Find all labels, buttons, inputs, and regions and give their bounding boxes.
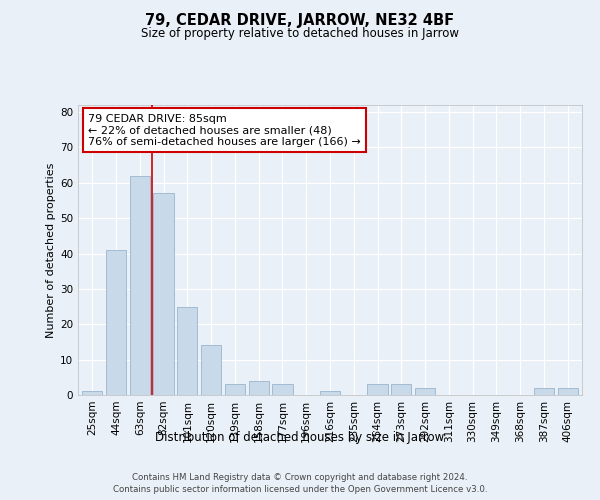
Bar (367, 384, 388, 395)
Bar (177, 306, 197, 395)
Bar (272, 384, 293, 395)
Text: 79 CEDAR DRIVE: 85sqm
← 22% of detached houses are smaller (48)
76% of semi-deta: 79 CEDAR DRIVE: 85sqm ← 22% of detached … (88, 114, 361, 147)
Bar (557, 388, 578, 395)
Bar (201, 346, 221, 395)
Bar (130, 176, 150, 395)
Text: 79, CEDAR DRIVE, JARROW, NE32 4BF: 79, CEDAR DRIVE, JARROW, NE32 4BF (145, 12, 455, 28)
Text: Distribution of detached houses by size in Jarrow: Distribution of detached houses by size … (155, 431, 445, 444)
Bar (320, 392, 340, 395)
Bar (415, 388, 435, 395)
Text: Size of property relative to detached houses in Jarrow: Size of property relative to detached ho… (141, 28, 459, 40)
Bar (154, 194, 173, 395)
Bar (225, 384, 245, 395)
Bar (534, 388, 554, 395)
Text: Contains HM Land Registry data © Crown copyright and database right 2024.: Contains HM Land Registry data © Crown c… (132, 473, 468, 482)
Bar (106, 250, 126, 395)
Bar (82, 392, 103, 395)
Bar (248, 381, 269, 395)
Bar (391, 384, 412, 395)
Y-axis label: Number of detached properties: Number of detached properties (46, 162, 56, 338)
Text: Contains public sector information licensed under the Open Government Licence v3: Contains public sector information licen… (113, 486, 487, 494)
